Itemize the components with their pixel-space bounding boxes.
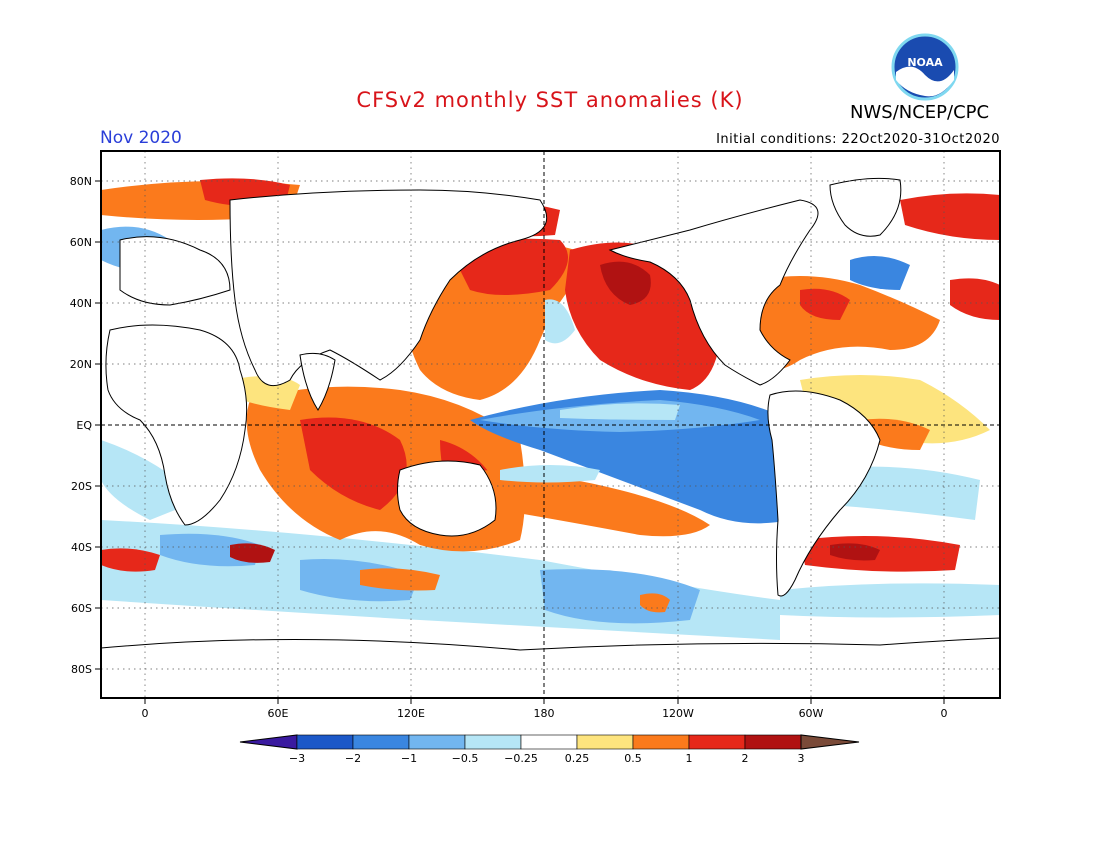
noaa-logo: NOAA xyxy=(891,33,959,101)
colorbar-label: 2 xyxy=(742,752,749,765)
colorbar-swatch xyxy=(576,734,634,750)
logo-text: NOAA xyxy=(907,56,943,69)
colorbar-label: 1 xyxy=(686,752,693,765)
land-masses xyxy=(101,177,1000,698)
lon-label: 0 xyxy=(142,707,149,720)
colorbar-label: 0.5 xyxy=(624,752,642,765)
lat-label: 60N xyxy=(70,236,92,249)
lat-label: 40N xyxy=(70,297,92,310)
latitude-labels: 80N 60N 40N 20N EQ 20S 40S 60S 80S xyxy=(70,175,93,676)
lon-label: 0 xyxy=(941,707,948,720)
colorbar-swatch xyxy=(296,734,354,750)
lon-label: 60E xyxy=(268,707,289,720)
initial-conditions: Initial conditions: 22Oct2020-31Oct2020 xyxy=(716,132,1000,147)
lon-label: 180 xyxy=(534,707,555,720)
colorbar-label: 3 xyxy=(798,752,805,765)
longitude-labels: 0 60E 120E 180 120W 60W 0 xyxy=(142,707,948,720)
lat-label: 20S xyxy=(71,480,92,493)
axis-ticks xyxy=(95,180,945,704)
lat-label: 60S xyxy=(71,602,92,615)
lon-label: 120E xyxy=(397,707,425,720)
lat-label: 80S xyxy=(71,663,92,676)
lat-label: 40S xyxy=(71,541,92,554)
lat-label: 20N xyxy=(70,358,92,371)
colorbar-label: −0.25 xyxy=(504,752,538,765)
colorbar-swatch xyxy=(408,734,466,750)
map-title: CFSv2 monthly SST anomalies (K) xyxy=(356,88,744,112)
colorbar-swatch xyxy=(520,734,578,750)
colorbar-label: −3 xyxy=(289,752,305,765)
colorbar-swatch xyxy=(352,734,410,750)
forecast-month: Nov 2020 xyxy=(100,128,182,148)
colorbar-swatch xyxy=(464,734,522,750)
lon-label: 120W xyxy=(662,707,694,720)
colorbar-label: −2 xyxy=(345,752,361,765)
colorbar-max-arrow xyxy=(800,734,860,750)
map-grid xyxy=(101,151,1000,698)
colorbar-label: −0.5 xyxy=(452,752,479,765)
anomaly-field xyxy=(101,151,1000,698)
lon-label: 60W xyxy=(799,707,824,720)
colorbar-min-arrow xyxy=(239,734,298,750)
colorbar-swatch xyxy=(744,734,802,750)
lat-label: EQ xyxy=(76,419,92,432)
colorbar-label: 0.25 xyxy=(565,752,590,765)
colorbar-swatch xyxy=(632,734,690,750)
lat-label: 80N xyxy=(70,175,92,188)
colorbar: −3 −2 −1 −0.5 −0.25 0.25 0.5 1 2 3 xyxy=(239,734,860,765)
colorbar-label: −1 xyxy=(401,752,417,765)
colorbar-swatch xyxy=(688,734,746,750)
agency-label: NWS/NCEP/CPC xyxy=(850,102,990,123)
